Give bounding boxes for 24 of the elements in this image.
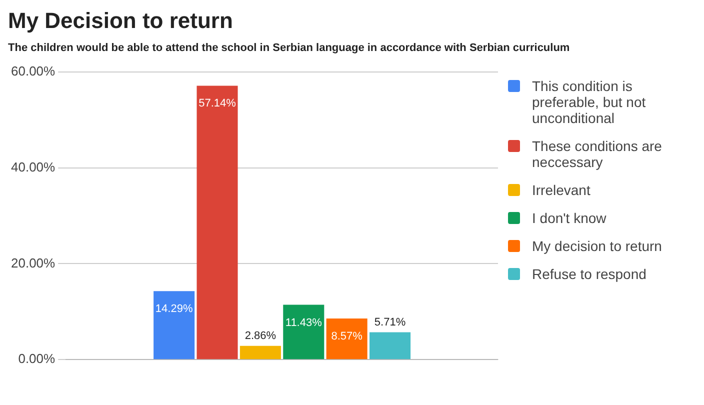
legend-label: I don't know: [532, 210, 606, 226]
data-label: 11.43%: [285, 316, 322, 329]
legend-label: This condition is preferable, but not unconditional: [532, 78, 647, 126]
y-tick-label: 40.00%: [10, 159, 56, 174]
legend-label: These conditions are neccessary: [532, 138, 663, 170]
legend-label: My decision to return: [532, 238, 662, 254]
bar: [283, 304, 324, 360]
y-tick-label: 0.00%: [18, 351, 56, 366]
data-label: 5.71%: [374, 316, 406, 328]
legend-label: Refuse to respond: [532, 266, 646, 282]
data-label: 8.57%: [331, 330, 363, 343]
bar: [196, 86, 238, 360]
legend-label: Irrelevant: [532, 182, 590, 198]
y-tick-label: 20.00%: [10, 255, 56, 270]
bar: [326, 318, 368, 360]
data-label: 57.14%: [198, 98, 236, 110]
chart-title: My Decision to return: [8, 8, 234, 34]
data-label: 2.86%: [244, 330, 276, 342]
bar: [240, 346, 281, 360]
bar: [370, 332, 411, 360]
bar: [154, 291, 195, 360]
chart-subtitle: The children would be able to attend the school in Serbian language in accordance with Serbian curriculum: [8, 42, 571, 54]
y-tick-label: 60.00%: [10, 64, 56, 79]
data-label: 14.29%: [155, 303, 193, 316]
